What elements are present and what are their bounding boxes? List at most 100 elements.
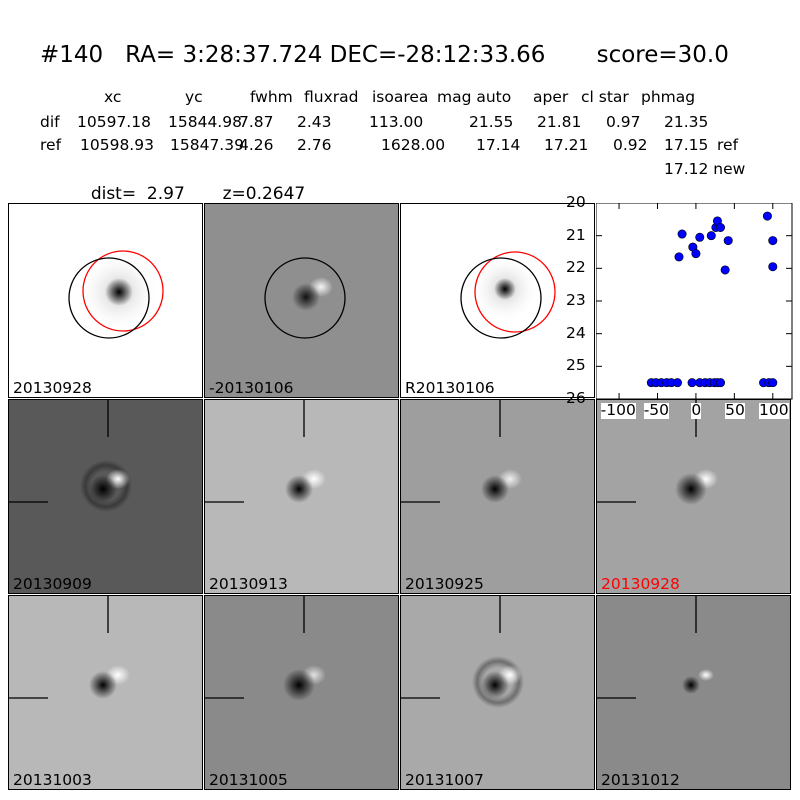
panel-date-label: 20131005 <box>209 770 288 789</box>
image-panel: 20130928 <box>596 399 791 594</box>
data-point <box>672 378 682 388</box>
panel-date-label: 20131012 <box>601 770 680 789</box>
panel-date-label: 20131007 <box>405 770 484 789</box>
aperture-circle-red <box>82 250 164 332</box>
panel-date-label: -20130106 <box>209 378 294 397</box>
cell-ref-fwhm: 4.26 <box>239 136 274 154</box>
data-point <box>768 262 778 272</box>
column-header-cl-star: cl star <box>581 88 629 106</box>
source-core <box>682 676 700 694</box>
data-point <box>687 378 697 388</box>
image-panel: 20130928 <box>8 203 203 398</box>
panel-date-label: 20130925 <box>405 574 484 593</box>
source-core <box>285 475 313 503</box>
cell-dif-fwhm: 7.87 <box>239 113 274 131</box>
panel-date-label: 20130909 <box>13 574 92 593</box>
data-point <box>677 229 687 239</box>
image-panel: R20130106 <box>400 203 595 398</box>
x-tick-label: 100 <box>758 401 789 419</box>
cell-ref-yc: 15847.39 <box>170 136 244 154</box>
x-tick-label: -100 <box>600 401 636 419</box>
x-tick-label: -50 <box>643 401 670 419</box>
panel-date-label: 20130928 <box>601 574 680 593</box>
data-point <box>768 378 778 388</box>
data-point <box>695 232 705 242</box>
aperture-circle-black <box>68 257 150 339</box>
source-core <box>675 473 707 505</box>
row-label-ref: ref <box>40 136 62 154</box>
dist-value: 2.97 <box>146 184 185 204</box>
source-core <box>89 671 117 699</box>
cell-dif-xc: 10597.18 <box>77 113 151 131</box>
column-header-aper: aper <box>533 88 569 106</box>
data-point <box>716 378 726 388</box>
column-header-fluxrad: fluxrad <box>304 88 359 106</box>
source-core <box>292 283 320 311</box>
source-core <box>105 278 133 306</box>
image-panel: 20130925 <box>400 399 595 594</box>
image-panel: 20131003 <box>8 595 203 790</box>
dist-label: dist= <box>90 184 137 204</box>
column-header-xc: xc <box>104 88 122 106</box>
cell-dif-phmag: 21.35 <box>664 113 709 131</box>
cell-dif-yc: 15844.98 <box>168 113 242 131</box>
cell-dif-fluxrad: 2.43 <box>297 113 332 131</box>
source-core <box>481 671 509 699</box>
panel-date-label: 20131003 <box>13 770 92 789</box>
cell-dif-cl-star: 0.97 <box>606 113 641 131</box>
light-curve-plot <box>596 203 793 400</box>
cell-dif-aper: 21.81 <box>537 113 582 131</box>
data-point <box>706 231 716 241</box>
cell-ref-aper: 17.21 <box>544 136 589 154</box>
y-tick-label: 21 <box>566 225 586 244</box>
aperture-circle-red <box>474 251 556 333</box>
image-panel: 20130909 <box>8 399 203 594</box>
data-point <box>716 222 726 232</box>
cell-ref-phmag: 17.15 <box>664 136 709 154</box>
image-panel: -20130106 <box>204 203 399 398</box>
y-tick-label: 20 <box>566 193 586 211</box>
panel-date-label: 20130928 <box>13 378 92 397</box>
cell-ref-cl-star: 0.92 <box>613 136 648 154</box>
image-panel: 20131012 <box>596 595 791 790</box>
aperture-circle-black <box>460 257 542 339</box>
positive-lobe <box>698 669 714 681</box>
cell-ref-mag-auto: 17.14 <box>476 136 521 154</box>
panel-date-label: R20130106 <box>405 378 495 397</box>
plot-frame <box>596 203 793 400</box>
source-core <box>89 475 117 503</box>
image-panel: 20131007 <box>400 595 595 790</box>
image-panel: 20130913 <box>204 399 399 594</box>
cell-dif-isoarea: 113.00 <box>369 113 424 131</box>
row-suffix-ref: ref <box>717 136 739 154</box>
cell-ref-fluxrad: 2.76 <box>297 136 332 154</box>
cell-ref-xc: 10598.93 <box>80 136 154 154</box>
y-tick-label: 26 <box>566 389 586 407</box>
source-core <box>283 669 315 701</box>
x-tick-label: 0 <box>691 401 702 419</box>
x-tick-label: 50 <box>725 401 745 419</box>
y-tick-label: 25 <box>566 356 586 375</box>
redshift-label: z=0.2647 <box>222 184 306 204</box>
y-tick-label: 23 <box>566 291 586 309</box>
column-header-isoarea: isoarea <box>372 88 429 106</box>
dist-line: dist= 2.97 z=0.2647 <box>80 169 305 203</box>
row-label-dif: dif <box>40 113 60 131</box>
data-point <box>691 249 701 259</box>
new-mag-note: 17.12 new <box>664 160 746 178</box>
column-header-yc: yc <box>185 88 203 106</box>
column-header-fwhm: fwhm <box>250 88 293 106</box>
image-panel: 20131005 <box>204 595 399 790</box>
cell-ref-isoarea: 1628.00 <box>381 136 446 154</box>
data-point <box>762 211 772 221</box>
cell-dif-mag-auto: 21.55 <box>469 113 514 131</box>
y-tick-label: 22 <box>566 258 586 277</box>
page-title: #140 RA= 3:28:37.724 DEC=-28:12:33.66 sc… <box>40 42 729 68</box>
source-core <box>481 475 509 503</box>
source-core <box>494 278 516 300</box>
column-header-mag-auto: mag auto <box>437 88 512 106</box>
panel-date-label: 20130913 <box>209 574 288 593</box>
aperture-circle-black <box>264 257 346 339</box>
y-tick-label: 24 <box>566 323 586 342</box>
column-header-phmag: phmag <box>641 88 696 106</box>
